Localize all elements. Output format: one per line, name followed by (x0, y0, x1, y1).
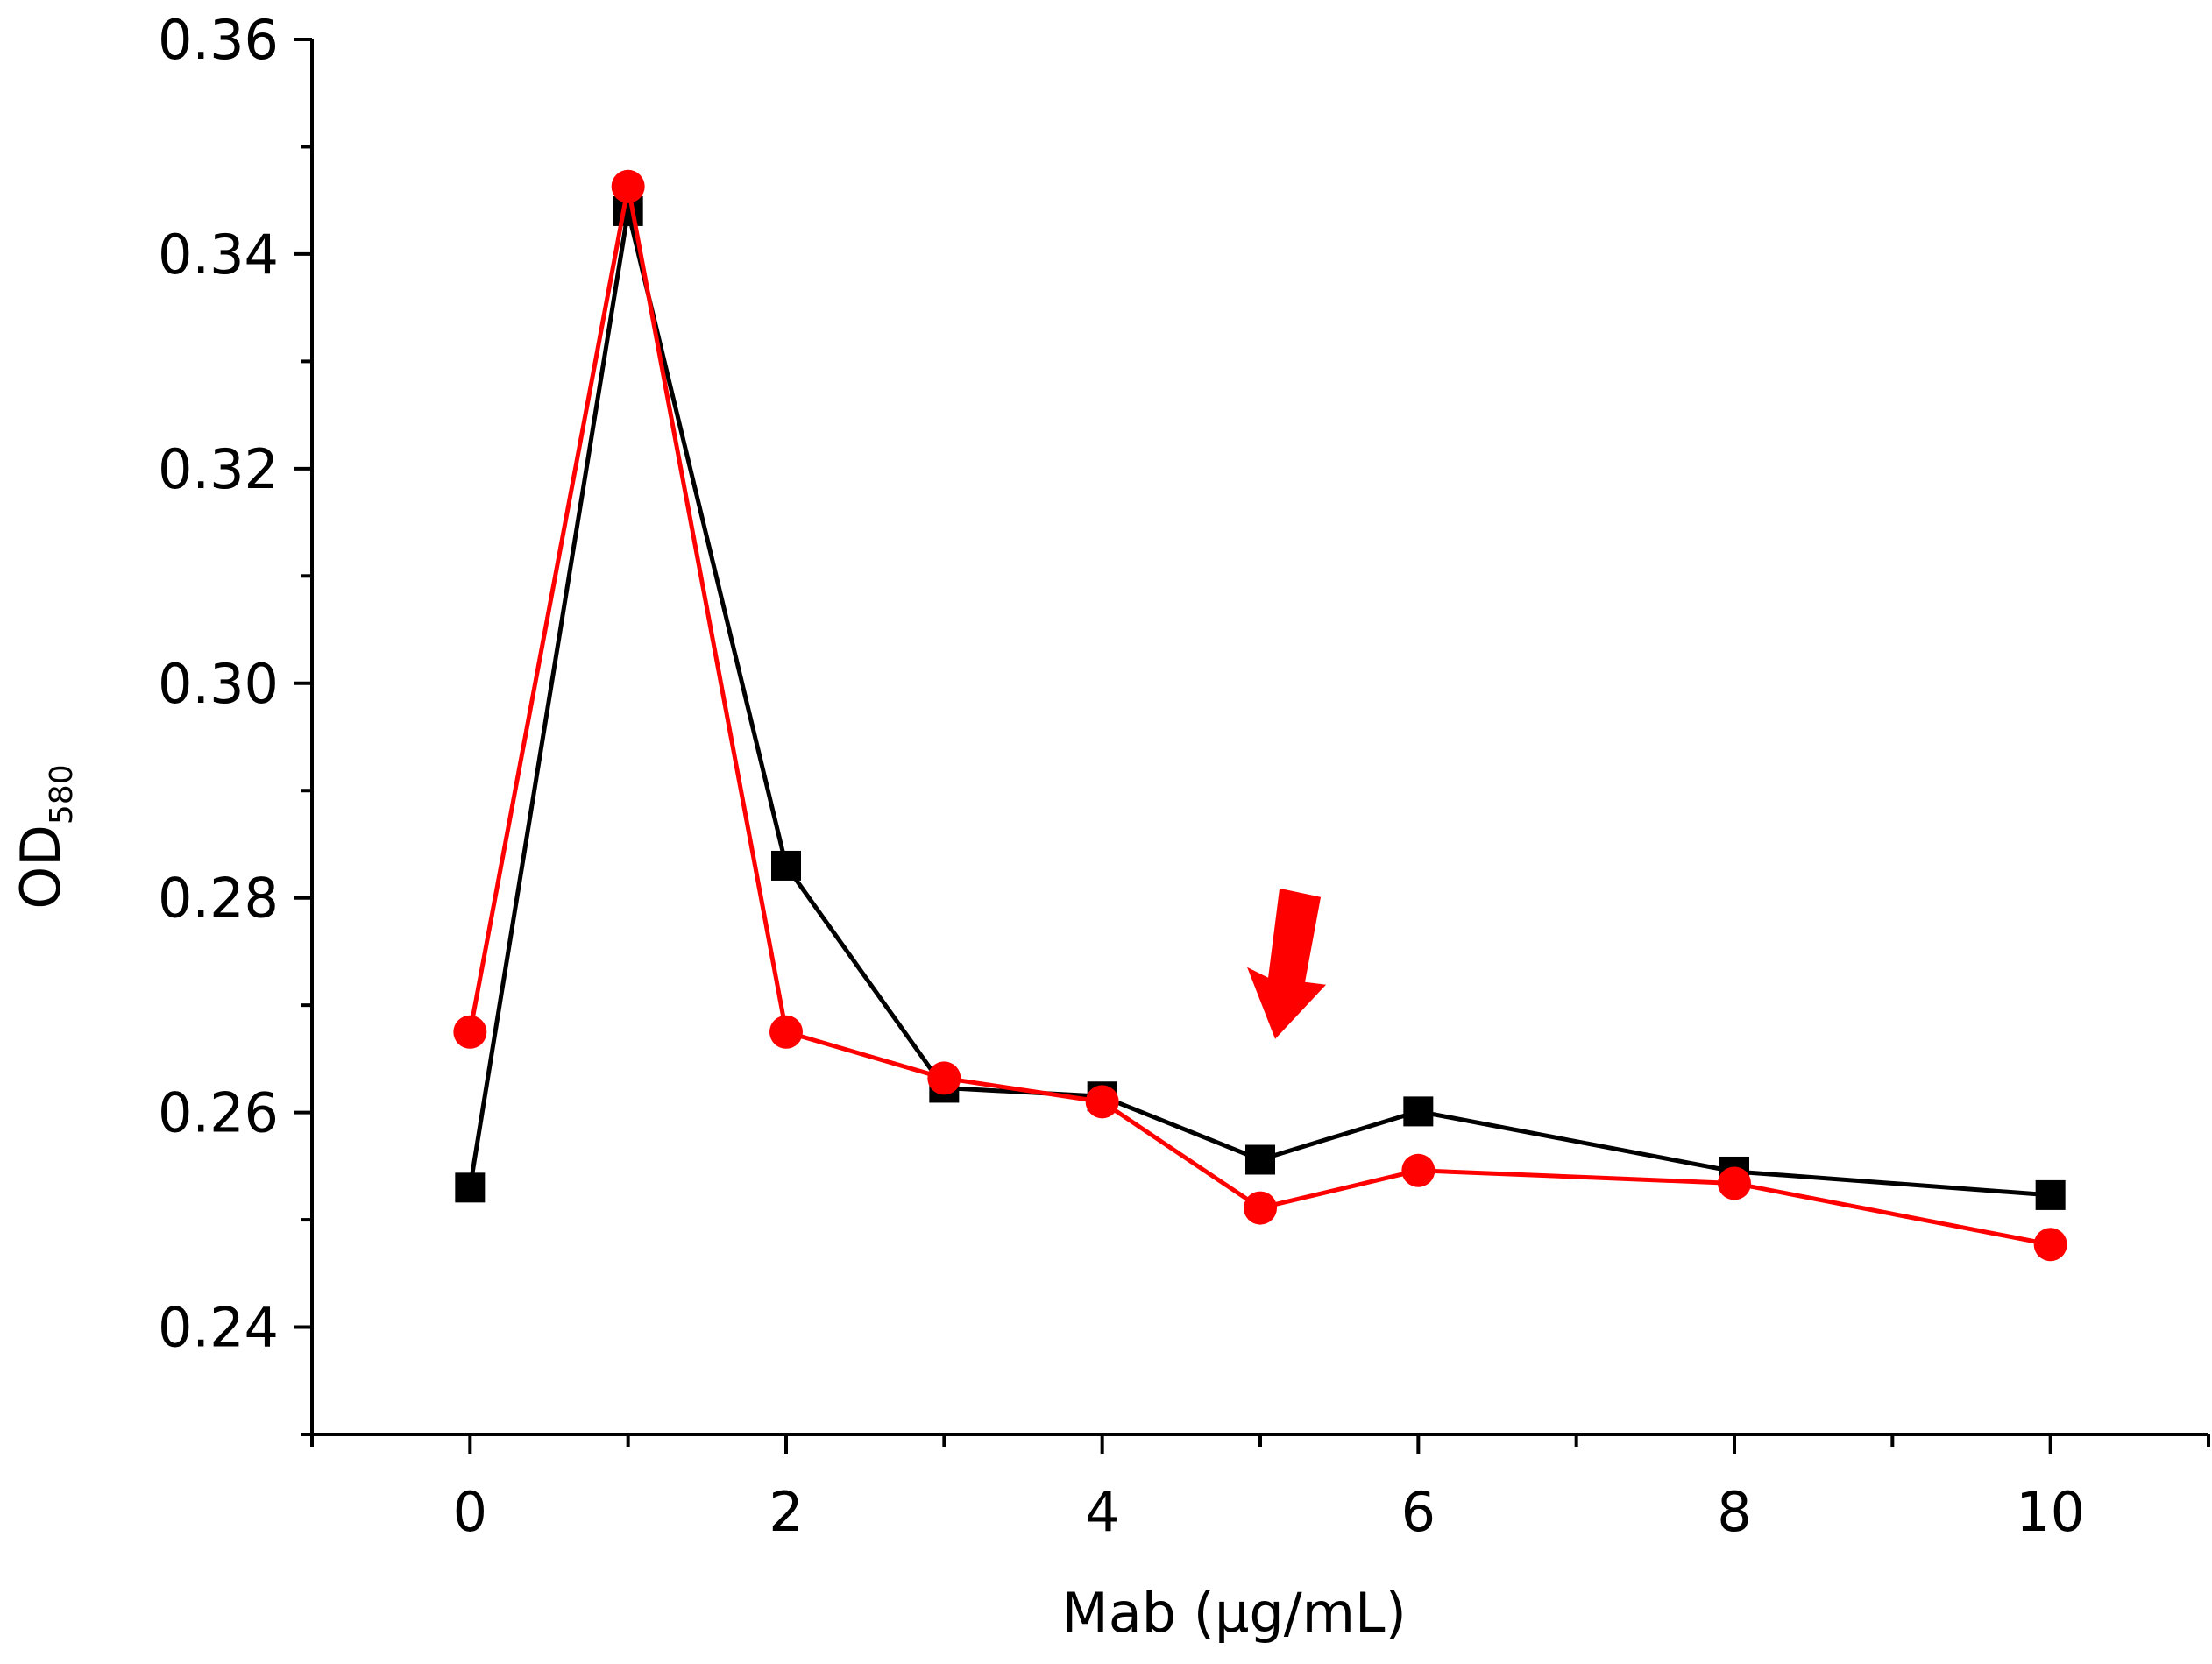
annotation-layer (1247, 888, 1327, 1039)
x-tick-label: 8 (1717, 1480, 1751, 1544)
y-tick-label: 0.32 (158, 437, 279, 501)
y-tick-label: 0.28 (158, 867, 279, 931)
x-axis-title: Mab (μg/mL) (1061, 1581, 1407, 1645)
arrow-annotation (1247, 888, 1327, 1039)
data-point-red (611, 169, 645, 203)
y-tick-label: 0.36 (158, 8, 279, 72)
series-black (455, 195, 2066, 1210)
data-point-red (2033, 1228, 2067, 1262)
data-point-red (453, 1015, 487, 1049)
data-point-black (455, 1172, 486, 1203)
x-tick-label: 4 (1085, 1480, 1119, 1544)
data-point-red (1401, 1153, 1436, 1187)
y-tick-label: 0.24 (158, 1296, 279, 1360)
series-red (453, 169, 2067, 1262)
axis-labels: Mab (μg/mL) OD580 (9, 764, 1407, 1645)
y-axis-title-subscript: 580 (44, 764, 80, 825)
data-point-black (771, 850, 801, 881)
x-tick-label: 10 (2016, 1480, 2085, 1544)
data-point-black (2035, 1179, 2066, 1210)
y-tick-label: 0.26 (158, 1081, 279, 1145)
series-line-black (467, 209, 2051, 1198)
data-point-red (769, 1015, 803, 1049)
series-layer (453, 169, 2067, 1262)
y-axis-title: OD580 (9, 764, 80, 909)
x-tick-label: 2 (769, 1480, 803, 1544)
y-axis-title-main: OD (9, 825, 73, 910)
y-tick-label: 0.34 (158, 223, 279, 287)
data-point-red (927, 1061, 961, 1095)
axes: 0.24 0.26 0.28 0.30 0.32 0.34 0.36 0 2 4 6 8 10 (158, 8, 2210, 1544)
data-point-red (1244, 1191, 1277, 1225)
y-tick-label: 0.30 (158, 652, 279, 716)
x-tick-label: 0 (453, 1480, 487, 1544)
series-line-red (467, 184, 2052, 1247)
data-point-black (1245, 1144, 1275, 1175)
data-point-red (1718, 1166, 1751, 1200)
data-point-black (1403, 1096, 1434, 1127)
data-point-red (1085, 1085, 1119, 1119)
x-tick-label: 6 (1401, 1480, 1436, 1544)
